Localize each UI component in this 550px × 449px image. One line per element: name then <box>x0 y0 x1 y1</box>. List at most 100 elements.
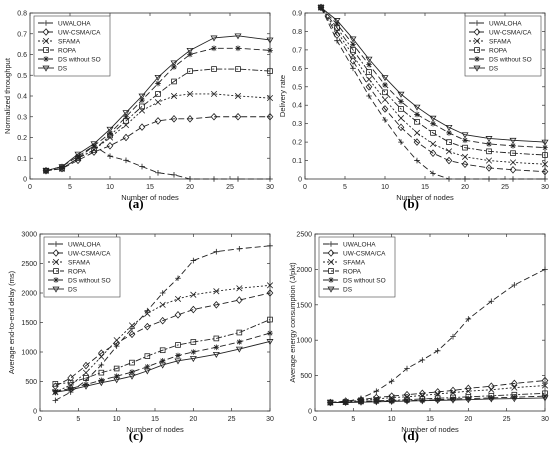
data-point <box>58 164 66 173</box>
legend-marker <box>473 65 481 72</box>
y-tick-label: 0 <box>33 409 37 416</box>
x-tick-label: 30 <box>541 184 549 191</box>
data-point <box>413 129 421 136</box>
data-point <box>461 132 469 139</box>
series-line <box>55 340 271 393</box>
legend-marker <box>53 277 59 283</box>
data-point <box>187 176 193 182</box>
series-line <box>320 7 546 143</box>
data-point <box>449 389 457 396</box>
data-point <box>349 36 357 43</box>
data-point <box>171 64 177 70</box>
data-point <box>397 123 405 132</box>
data-point <box>155 91 161 97</box>
data-point <box>461 153 469 160</box>
legend: UWALOHA UW-CSMA/CA SFAMA ROPA DS without SO D… <box>318 236 396 298</box>
data-point <box>138 123 146 131</box>
legend-label: UW-CSMA/CA <box>343 251 386 258</box>
data-point <box>82 369 90 376</box>
data-point <box>486 141 492 147</box>
chart-panel-4: 0 5 10 15 20 25 30 0 500 1000 1500 2000 2500 Number o… <box>288 232 549 435</box>
data-point <box>509 137 517 144</box>
data-point <box>113 373 120 379</box>
data-point <box>485 164 493 172</box>
data-point <box>429 115 437 122</box>
legend: UWALOHA UW-CSMA/CA SFAMA ROPA DS without SO D… <box>43 236 121 298</box>
data-point <box>333 18 341 24</box>
chart-panel-2: 0 5 10 15 20 25 30 0 0.1 0.2 0.3 0.4 0.5 0.6 0.7 0.8 0.9… <box>278 3 549 202</box>
data-point <box>449 386 457 395</box>
series-ds <box>317 5 549 146</box>
y-tick-label: 0.1 <box>17 156 27 163</box>
data-point <box>488 298 495 305</box>
data-point <box>318 4 324 11</box>
data-point <box>488 386 495 393</box>
series-ds <box>326 395 549 407</box>
y-tick-label: 0.6 <box>17 52 27 59</box>
data-point <box>317 5 325 12</box>
y-tick-label: 500 <box>300 373 312 380</box>
data-point <box>419 392 426 399</box>
data-point <box>234 112 242 121</box>
data-point <box>541 376 549 385</box>
data-point <box>42 168 50 175</box>
data-point <box>450 333 456 340</box>
legend-label: UWALOHA <box>489 21 522 28</box>
data-point <box>388 399 396 406</box>
y-tick-label: 2500 <box>296 232 312 239</box>
legend-label: DS <box>68 287 78 294</box>
legend-marker <box>53 268 59 274</box>
x-axis-label: Number of nodes <box>396 193 454 202</box>
series-uw-csma-ca <box>317 3 549 176</box>
data-point <box>113 365 120 372</box>
data-point <box>97 380 105 387</box>
data-point <box>414 157 420 164</box>
data-point <box>349 57 357 65</box>
data-point <box>414 111 420 118</box>
data-point <box>123 113 129 120</box>
data-point <box>266 282 274 289</box>
data-point <box>175 352 181 359</box>
x-axis-label: Number of nodes <box>126 425 184 434</box>
legend-label: DS without SO <box>343 278 386 285</box>
legend-marker <box>53 241 59 247</box>
data-point <box>397 91 405 98</box>
legend-label: DS without SO <box>489 57 532 64</box>
data-point <box>235 346 243 353</box>
y-tick-label: 0 <box>308 409 312 416</box>
data-point <box>542 176 548 182</box>
x-tick-label: 25 <box>503 416 511 423</box>
data-point <box>487 396 495 403</box>
y-tick-label: 1500 <box>21 320 37 327</box>
y-tick-label: 0 <box>298 177 302 184</box>
x-tick-label: 0 <box>38 416 42 423</box>
data-point <box>129 359 135 366</box>
data-point <box>187 68 193 74</box>
x-tick-label: 5 <box>76 416 80 423</box>
legend-label: UW-CSMA/CA <box>489 30 532 37</box>
data-point <box>211 176 217 182</box>
data-point <box>267 47 273 54</box>
data-point <box>398 139 404 145</box>
legend: UWALOHA UW-CSMA/CA SFAMA ROPA DS without SO D… <box>464 15 542 77</box>
legend-label: SFAMA <box>489 39 512 46</box>
data-point <box>381 96 389 103</box>
data-point <box>485 157 493 164</box>
data-point <box>52 388 59 395</box>
data-point <box>90 141 98 148</box>
data-point <box>366 69 372 75</box>
data-point <box>144 322 151 331</box>
chart-panel-3: 0 5 10 15 20 25 30 0 500 1000 1500 2000 2500 3000 Numb… <box>7 232 274 435</box>
data-point <box>462 144 468 151</box>
data-point <box>129 369 135 375</box>
y-axis-label: Average end-to-end delay (ms) <box>7 270 16 374</box>
series-ds-without-so <box>318 4 548 151</box>
data-point <box>434 388 441 396</box>
data-point <box>511 282 518 288</box>
legend-marker <box>42 37 50 45</box>
data-point <box>67 385 74 392</box>
data-point <box>170 115 178 123</box>
data-point <box>58 164 66 171</box>
panel-label-a: (a) <box>128 196 144 211</box>
